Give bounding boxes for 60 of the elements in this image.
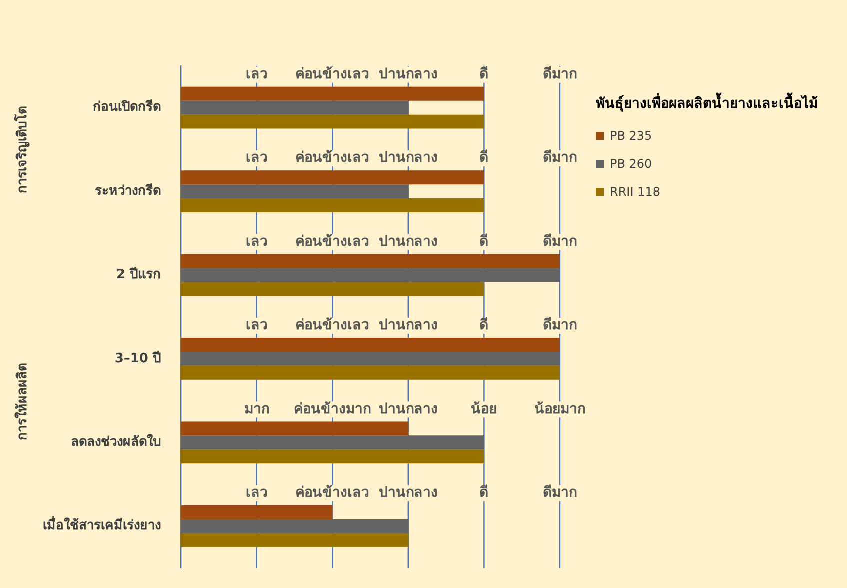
annotation: ปานกลาง (378, 66, 438, 82)
annotation: เลว (246, 484, 268, 501)
text: การให้ผลผลิต (14, 364, 32, 440)
bar (181, 436, 484, 450)
annotation: เลว (246, 234, 268, 250)
y-tick-label: เมื่อใช้สารเคมีเร่งยาง (43, 516, 161, 534)
bar (181, 254, 560, 268)
bar (181, 338, 560, 352)
annotation: มาก (244, 401, 270, 418)
bar (181, 282, 484, 296)
annotation: เลว (246, 66, 268, 82)
y-tick-label: ลดลงช่วงผลัดใบ (71, 433, 161, 450)
annotation: ดี (480, 484, 489, 501)
legend-title: พันธุ์ยางเพื่อผลผลิตน้ำยางและเนื้อไม้ (596, 92, 819, 114)
annotation: ดีมาก (543, 66, 577, 82)
annotation: ปานกลาง (378, 484, 438, 501)
annotation: ดี (480, 318, 489, 334)
annotation: ดีมาก (543, 150, 577, 166)
bar (181, 352, 560, 366)
annotation: ค่อนข้างเลว (296, 150, 370, 166)
bar (181, 268, 560, 282)
bar (181, 114, 484, 129)
y-tick-label: ก่อนเปิดกรีด (93, 99, 161, 116)
y-tick-label: ระหว่างกรีด (95, 182, 161, 199)
annotation: ดี (480, 150, 489, 166)
bar (181, 366, 560, 380)
bar (181, 533, 408, 548)
legend-label: PB 235 (610, 129, 652, 143)
annotation: ปานกลาง (378, 234, 438, 250)
annotation: ดีมาก (543, 484, 577, 501)
annotation: น้อยมาก (534, 401, 586, 418)
bar (181, 170, 484, 185)
bar (181, 450, 484, 464)
annotation: ค่อนข้างเลว (296, 66, 370, 82)
legend-label: RRII 118 (610, 185, 660, 199)
annotation: ปานกลาง (378, 318, 438, 334)
bar (181, 198, 484, 212)
annotation: ค่อนข้างมาก (294, 401, 372, 418)
bar (181, 100, 408, 115)
annotation: ดี (480, 66, 489, 82)
legend-label: PB 260 (610, 157, 652, 171)
y-tick-label: 2 ปีแรก (116, 266, 161, 283)
annotation: ปานกลาง (378, 401, 438, 418)
bar (181, 86, 484, 101)
annotation: ค่อนข้างเลว (296, 234, 370, 250)
y-tick-label: 3–10 ปี (114, 350, 161, 366)
annotation: เลว (246, 318, 268, 334)
annotation: น้อย (471, 401, 498, 418)
annotation: เลว (246, 150, 268, 166)
annotation: ค่อนข้างเลว (296, 318, 370, 334)
bar (181, 422, 408, 436)
annotation: ดีมาก (543, 234, 577, 250)
bar (181, 505, 333, 520)
annotation: ดี (480, 234, 489, 250)
annotation: ค่อนข้างเลว (296, 484, 370, 501)
bar (181, 519, 408, 534)
text: การเจริญเติบโต (13, 106, 32, 194)
bar (181, 184, 408, 199)
annotation: ปานกลาง (378, 150, 438, 166)
annotation: ดีมาก (543, 318, 577, 334)
